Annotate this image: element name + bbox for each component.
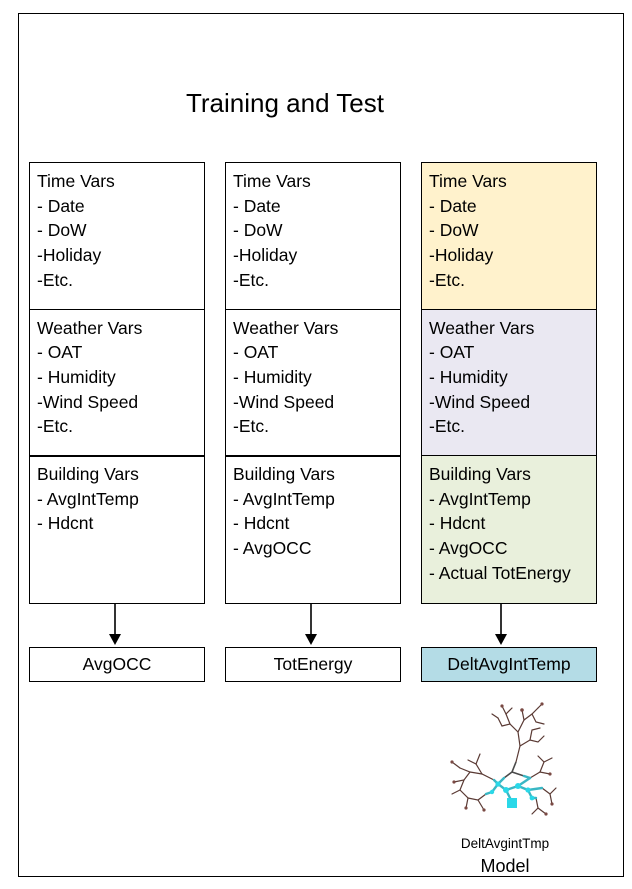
box-line: - OAT xyxy=(37,342,83,363)
box-line: - DoW xyxy=(429,220,479,241)
box-line: -Etc. xyxy=(37,269,73,290)
box-line: - AvgIntTemp xyxy=(233,488,335,509)
box-line: - Hdcnt xyxy=(429,513,486,534)
box-line: Time Vars xyxy=(37,171,115,191)
box-line: -Holiday xyxy=(37,245,102,266)
box-line: - AvgOCC xyxy=(233,538,312,559)
building-vars-box: Building Vars - AvgIntTemp - Hdcnt xyxy=(29,455,205,604)
building-vars-box: Building Vars - AvgIntTemp - Hdcnt - Avg… xyxy=(225,455,401,604)
box-line: -Etc. xyxy=(429,416,465,437)
weather-vars-box: Weather Vars - OAT - Humidity -Wind Spee… xyxy=(29,308,205,457)
box-line: - AvgIntTemp xyxy=(37,488,139,509)
output-box-totenergy: TotEnergy xyxy=(225,647,401,682)
box-line: Weather Vars xyxy=(429,317,535,338)
weather-vars-box: Weather Vars - OAT - Humidity -Wind Spee… xyxy=(225,308,401,457)
box-line: - Date xyxy=(429,195,477,216)
arrow-down-icon xyxy=(109,604,121,645)
box-line: Building Vars xyxy=(233,464,335,484)
box-line: - OAT xyxy=(233,342,279,363)
arrow-down-icon xyxy=(495,604,507,645)
box-line: -Wind Speed xyxy=(429,391,531,412)
box-line: Building Vars xyxy=(37,464,139,484)
box-line: - Hdcnt xyxy=(233,513,290,534)
box-line: - AvgOCC xyxy=(429,538,508,559)
diagram-frame xyxy=(18,13,624,877)
box-line: -Etc. xyxy=(429,269,465,290)
box-line: -Etc. xyxy=(233,269,269,290)
box-line: -Wind Speed xyxy=(37,391,139,412)
box-line: Weather Vars xyxy=(37,317,143,338)
weather-vars-box: Weather Vars - OAT - Humidity -Wind Spee… xyxy=(421,308,597,457)
box-line: - Hdcnt xyxy=(37,513,94,534)
box-line: -Holiday xyxy=(233,245,298,266)
building-vars-box: Building Vars - AvgIntTemp - Hdcnt - Avg… xyxy=(421,455,597,604)
box-line: Building Vars xyxy=(429,464,531,484)
box-line: -Wind Speed xyxy=(233,391,335,412)
box-line: - Humidity xyxy=(37,366,116,387)
model-caption-small: DeltAvgintTmp xyxy=(460,836,550,851)
box-line: - Date xyxy=(37,195,85,216)
box-line: - AvgIntTemp xyxy=(429,488,531,509)
diagram-title: Training and Test xyxy=(185,88,384,118)
model-caption-large: Model xyxy=(480,856,530,876)
box-line: - Humidity xyxy=(429,366,508,387)
output-box-deltavginttemp: DeltAvgIntTemp xyxy=(421,647,597,682)
time-vars-box: Time Vars - Date - DoW -Holiday -Etc. xyxy=(225,162,401,310)
time-vars-box: Time Vars - Date - DoW -Holiday -Etc. xyxy=(29,162,205,310)
box-line: - Humidity xyxy=(233,366,312,387)
box-line: - Actual TotEnergy xyxy=(429,562,571,583)
box-line: - OAT xyxy=(429,342,475,363)
box-line: Time Vars xyxy=(429,171,507,191)
tree-model-icon xyxy=(450,702,557,816)
box-line: - Date xyxy=(233,195,281,216)
arrow-down-icon xyxy=(305,604,317,645)
box-line: -Holiday xyxy=(429,245,494,266)
output-box-avgocc: AvgOCC xyxy=(29,647,205,682)
box-line: - DoW xyxy=(37,220,87,241)
time-vars-box: Time Vars - Date - DoW -Holiday -Etc. xyxy=(421,162,597,310)
box-line: - DoW xyxy=(233,220,283,241)
box-line: -Etc. xyxy=(37,416,73,437)
box-line: -Etc. xyxy=(233,416,269,437)
box-line: Weather Vars xyxy=(233,317,339,338)
box-line: Time Vars xyxy=(233,171,311,191)
